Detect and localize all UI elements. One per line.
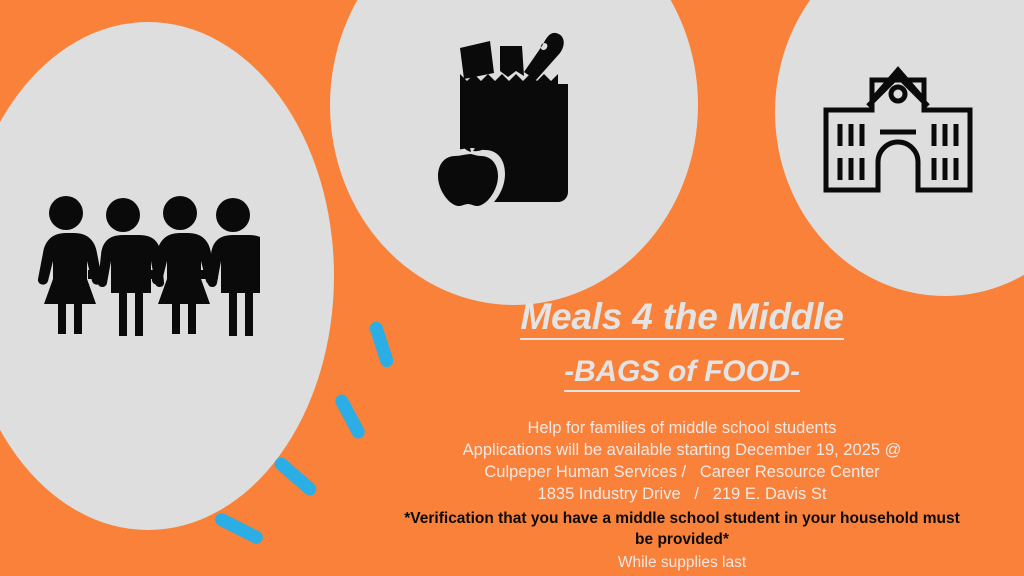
family-group-icon — [32, 196, 260, 336]
supplies-footnote: While supplies last — [617, 553, 747, 571]
detail-line-help: Help for families of middle school stude… — [527, 419, 837, 438]
school-building-icon — [818, 62, 978, 198]
detail-line-locations: Culpeper Human Services / Career Resourc… — [484, 462, 880, 481]
blue-dash-2 — [332, 392, 368, 441]
flyer-text-panel: Meals 4 the Middle -BAGS of FOOD- Help f… — [382, 296, 982, 572]
page-title: Meals 4 the Middle — [520, 296, 844, 341]
blue-dash-3 — [271, 454, 320, 499]
page-subtitle: -BAGS of FOOD- — [564, 355, 800, 393]
blue-dash-4 — [212, 510, 266, 547]
detail-line-addresses: 1835 Industry Drive / 219 E. Davis St — [537, 484, 827, 503]
title-main-wrap: Meals 4 the Middle — [382, 296, 982, 341]
details-block: Help for families of middle school stude… — [382, 418, 982, 506]
verification-notice: *Verification that you have a middle sch… — [404, 509, 960, 549]
detail-line-availability: Applications will be available starting … — [462, 440, 902, 459]
grocery-bag-icon — [438, 30, 580, 210]
title-sub-wrap: -BAGS of FOOD- — [382, 340, 982, 393]
